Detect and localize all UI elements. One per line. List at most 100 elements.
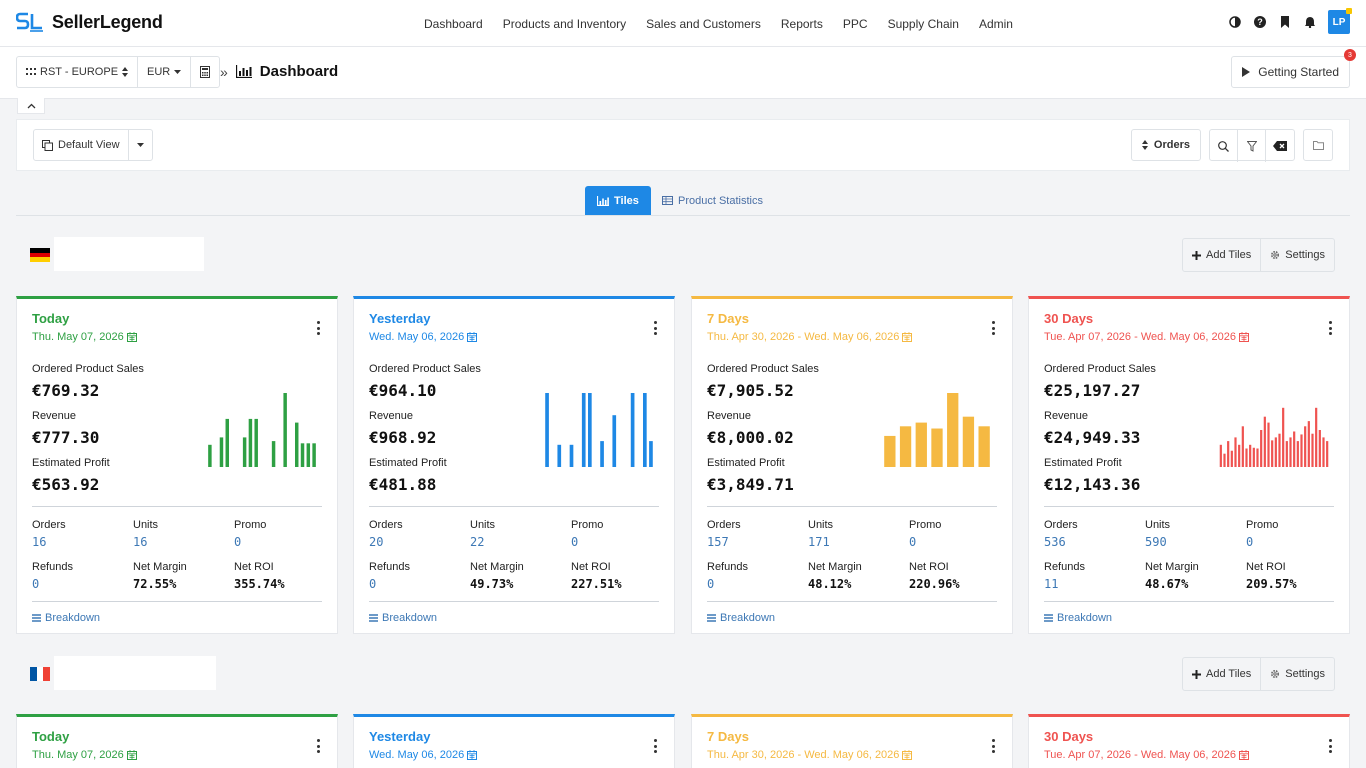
- nav-products-inventory[interactable]: Products and Inventory: [502, 16, 627, 31]
- card-divider: [369, 601, 659, 602]
- play-icon: [1242, 67, 1251, 77]
- units-stat-value[interactable]: 590: [1145, 535, 1167, 549]
- orders-stat-value[interactable]: 16: [32, 535, 47, 549]
- user-avatar[interactable]: LP: [1328, 8, 1352, 34]
- nav-reports[interactable]: Reports: [780, 16, 823, 31]
- card-date-range[interactable]: Tue. Apr 07, 2026 - Wed. May 06, 2026: [1044, 331, 1250, 343]
- nav-ppc[interactable]: PPC: [842, 16, 868, 31]
- orders-stat-value[interactable]: 536: [1044, 535, 1066, 549]
- net-margin-stat-label: Net Margin: [1145, 561, 1199, 573]
- view-dropdown-button[interactable]: [127, 130, 152, 160]
- search-button[interactable]: [1210, 130, 1238, 162]
- summary-card-today: Today Thu. May 07, 2026: [16, 714, 338, 768]
- getting-started-button[interactable]: Getting Started 3: [1231, 49, 1356, 88]
- units-stat-label: Units: [808, 519, 834, 531]
- card-period-title: 30 Days: [1044, 311, 1094, 326]
- breakdown-link[interactable]: Breakdown: [32, 612, 100, 624]
- refunds-stat-value[interactable]: 0: [707, 577, 715, 591]
- clear-filters-button[interactable]: [1266, 130, 1294, 162]
- breakdown-link[interactable]: Breakdown: [707, 612, 775, 624]
- section-header-france: Add Tiles Settings: [16, 655, 1350, 691]
- card-date-text: Thu. May 07, 2026: [32, 331, 124, 343]
- card-date-range[interactable]: Wed. May 06, 2026: [369, 749, 478, 761]
- card-date-range[interactable]: Thu. May 07, 2026: [32, 749, 137, 761]
- card-menu-icon[interactable]: [317, 321, 321, 335]
- card-date-range[interactable]: Thu. Apr 30, 2026 - Wed. May 06, 2026: [707, 331, 913, 343]
- calendar-icon: [902, 750, 913, 760]
- sparkline-bar: [1311, 433, 1314, 467]
- ordered-sales-label: Ordered Product Sales: [32, 363, 144, 375]
- marketplace-name-field: [54, 237, 204, 271]
- tab-tiles[interactable]: Tiles: [585, 186, 651, 215]
- units-stat-value[interactable]: 171: [808, 535, 830, 549]
- card-menu-icon[interactable]: [1329, 321, 1333, 335]
- estimated-profit-label: Estimated Profit: [369, 457, 447, 469]
- getting-started-label: Getting Started: [1258, 65, 1339, 79]
- sellerlegend-logo-icon: [16, 12, 43, 32]
- help-icon[interactable]: ?: [1253, 16, 1266, 29]
- tab-product-statistics[interactable]: Product Statistics: [650, 186, 775, 215]
- promo-stat-value[interactable]: 0: [234, 535, 242, 549]
- nav-supply-chain[interactable]: Supply Chain: [887, 16, 959, 31]
- card-date-range[interactable]: Wed. May 06, 2026: [369, 331, 478, 343]
- card-menu-icon[interactable]: [317, 739, 321, 753]
- bookmark-icon[interactable]: [1278, 16, 1291, 29]
- filter-button[interactable]: [1238, 130, 1266, 162]
- sparkline-bar: [931, 428, 943, 467]
- promo-stat-value[interactable]: 0: [909, 535, 917, 549]
- refunds-stat-value[interactable]: 11: [1044, 577, 1059, 591]
- summary-card-7-days: 7 Days Thu. Apr 30, 2026 - Wed. May 06, 2…: [691, 714, 1013, 768]
- sparkline-bar: [1230, 450, 1233, 467]
- sparkline-bar: [557, 444, 562, 467]
- gear-icon: [1271, 669, 1280, 679]
- tab-tiles-label: Tiles: [614, 194, 639, 207]
- refunds-stat: Refunds 0: [707, 561, 802, 591]
- calendar-icon: [467, 750, 478, 760]
- default-view-button[interactable]: Default View: [34, 130, 128, 160]
- orders-stat-value[interactable]: 20: [369, 535, 384, 549]
- settings-button[interactable]: Settings: [1260, 658, 1334, 690]
- nav-sales-customers[interactable]: Sales and Customers: [646, 16, 761, 31]
- folder-button[interactable]: [1303, 129, 1333, 161]
- logo[interactable]: SellerLegend: [16, 11, 163, 33]
- avatar-initials: LP: [1332, 16, 1346, 28]
- sort-orders-button[interactable]: Orders: [1130, 129, 1201, 161]
- card-menu-icon[interactable]: [654, 321, 658, 335]
- refunds-stat-label: Refunds: [1044, 561, 1085, 573]
- card-date-range[interactable]: Thu. May 07, 2026: [32, 331, 137, 343]
- sales-sparkline-chart: [884, 393, 990, 467]
- card-menu-icon[interactable]: [654, 739, 658, 753]
- currency-value: EUR: [147, 66, 171, 78]
- sparkline-bar: [1318, 430, 1321, 467]
- add-tiles-button[interactable]: Add Tiles: [1183, 658, 1260, 690]
- promo-stat-value[interactable]: 0: [571, 535, 579, 549]
- calculator-button[interactable]: [191, 57, 219, 87]
- nav-admin[interactable]: Admin: [978, 16, 1013, 31]
- nav-dashboard[interactable]: Dashboard: [424, 16, 483, 31]
- promo-stat-value[interactable]: 0: [1246, 535, 1254, 549]
- add-tiles-button[interactable]: Add Tiles: [1183, 239, 1260, 271]
- card-menu-icon[interactable]: [1329, 739, 1333, 753]
- net-margin-stat: Net Margin 48.67%: [1145, 561, 1240, 591]
- units-stat-label: Units: [133, 519, 159, 531]
- card-menu-icon[interactable]: [992, 321, 996, 335]
- units-stat-value[interactable]: 16: [133, 535, 148, 549]
- refunds-stat-value[interactable]: 0: [369, 577, 377, 591]
- units-stat-value[interactable]: 22: [470, 535, 485, 549]
- contrast-icon[interactable]: [1228, 16, 1241, 29]
- orders-stat-value[interactable]: 157: [707, 535, 729, 549]
- currency-selector[interactable]: EUR: [138, 57, 192, 87]
- units-stat: Units 171: [808, 519, 903, 549]
- breakdown-link[interactable]: Breakdown: [1044, 612, 1112, 624]
- card-date-range[interactable]: Tue. Apr 07, 2026 - Wed. May 06, 2026: [1044, 749, 1250, 761]
- refunds-stat-value[interactable]: 0: [32, 577, 40, 591]
- card-menu-icon[interactable]: [992, 739, 996, 753]
- breakdown-link[interactable]: Breakdown: [369, 612, 437, 624]
- collapse-toggle[interactable]: [17, 98, 45, 114]
- card-date-range[interactable]: Thu. Apr 30, 2026 - Wed. May 06, 2026: [707, 749, 913, 761]
- settings-button[interactable]: Settings: [1260, 239, 1334, 271]
- card-date-text: Thu. Apr 30, 2026 - Wed. May 06, 2026: [707, 749, 900, 761]
- bell-icon[interactable]: [1303, 16, 1316, 29]
- sparkline-bar: [915, 422, 927, 467]
- account-selector[interactable]: RST - EUROPE: [17, 57, 139, 87]
